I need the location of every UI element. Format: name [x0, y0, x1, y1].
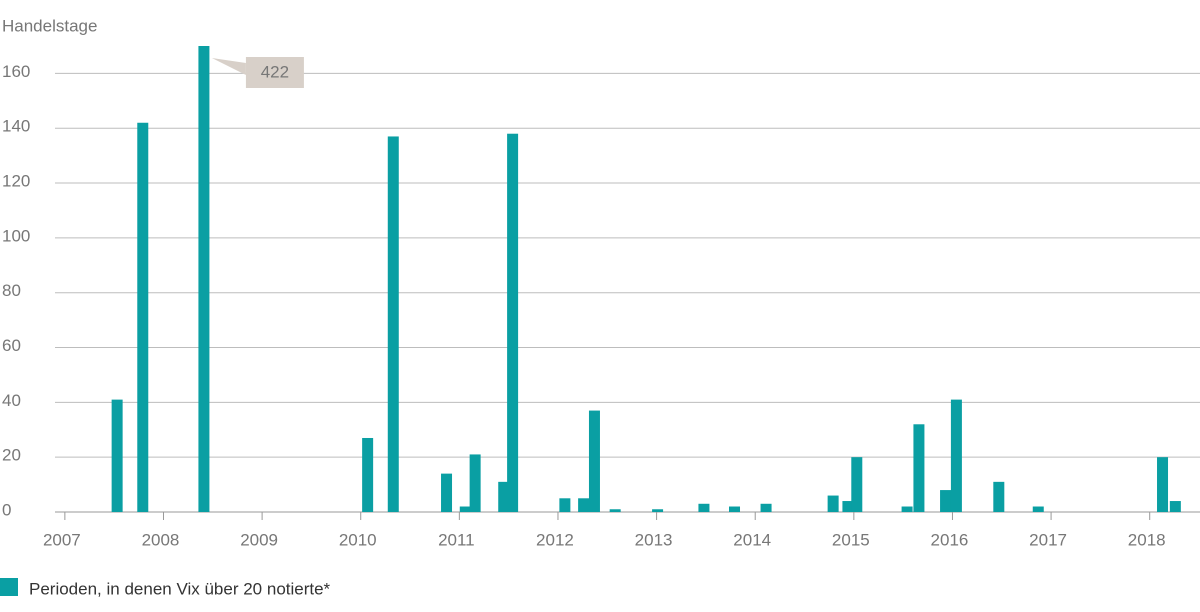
- x-tick-label: 2008: [142, 530, 180, 549]
- bar: [578, 498, 590, 512]
- x-tick-label: 2009: [240, 530, 278, 549]
- bar: [827, 495, 839, 512]
- bar: [459, 506, 471, 512]
- y-axis-label: Handelstage: [2, 16, 97, 35]
- legend-label: Perioden, in denen Vix über 20 notierte*: [29, 579, 331, 598]
- y-tick-label: 20: [2, 446, 21, 465]
- x-tick-label: 2011: [438, 530, 475, 549]
- annotation-label: 422: [261, 62, 289, 81]
- bar: [198, 46, 210, 512]
- annotation-pointer: [211, 58, 246, 75]
- x-tick-label: 2012: [536, 530, 574, 549]
- bar: [588, 410, 600, 512]
- bar: [760, 503, 772, 512]
- bar: [851, 457, 863, 512]
- bar: [913, 424, 925, 512]
- y-tick-label: 140: [2, 117, 30, 136]
- legend-swatch: [0, 578, 18, 596]
- bar: [698, 503, 710, 512]
- bar: [559, 498, 571, 512]
- x-tick-label: 2014: [733, 530, 771, 549]
- bar: [469, 454, 481, 512]
- annotation-box: [245, 57, 304, 88]
- bar: [1032, 506, 1044, 512]
- bar: [1169, 501, 1181, 512]
- bar: [441, 473, 453, 512]
- bar: [652, 509, 664, 512]
- x-tick-label: 2017: [1029, 530, 1067, 549]
- y-tick-label: 40: [2, 391, 21, 410]
- y-tick-label: 0: [2, 500, 11, 519]
- bar: [609, 509, 621, 512]
- bar: [362, 437, 374, 512]
- x-tick-label: 2007: [43, 530, 81, 549]
- bar: [940, 490, 952, 512]
- bar: [1157, 457, 1169, 512]
- bar: [901, 506, 913, 512]
- bar: [137, 122, 149, 513]
- y-tick-label: 100: [2, 226, 30, 245]
- y-tick-label: 160: [2, 62, 30, 81]
- bar: [387, 136, 399, 513]
- x-tick-label: 2016: [931, 530, 969, 549]
- x-tick-label: 2013: [635, 530, 673, 549]
- y-tick-label: 80: [2, 281, 21, 300]
- bar: [498, 481, 510, 512]
- bar: [950, 399, 962, 512]
- x-tick-label: 2010: [339, 530, 377, 549]
- x-tick-label: 2015: [832, 530, 870, 549]
- y-tick-label: 120: [2, 172, 30, 191]
- bar: [993, 481, 1005, 512]
- x-tick-label: 2018: [1128, 530, 1166, 549]
- bar: [842, 501, 854, 512]
- bar: [111, 399, 123, 512]
- y-tick-label: 60: [2, 336, 21, 355]
- bar: [729, 506, 741, 512]
- bar: [507, 133, 519, 512]
